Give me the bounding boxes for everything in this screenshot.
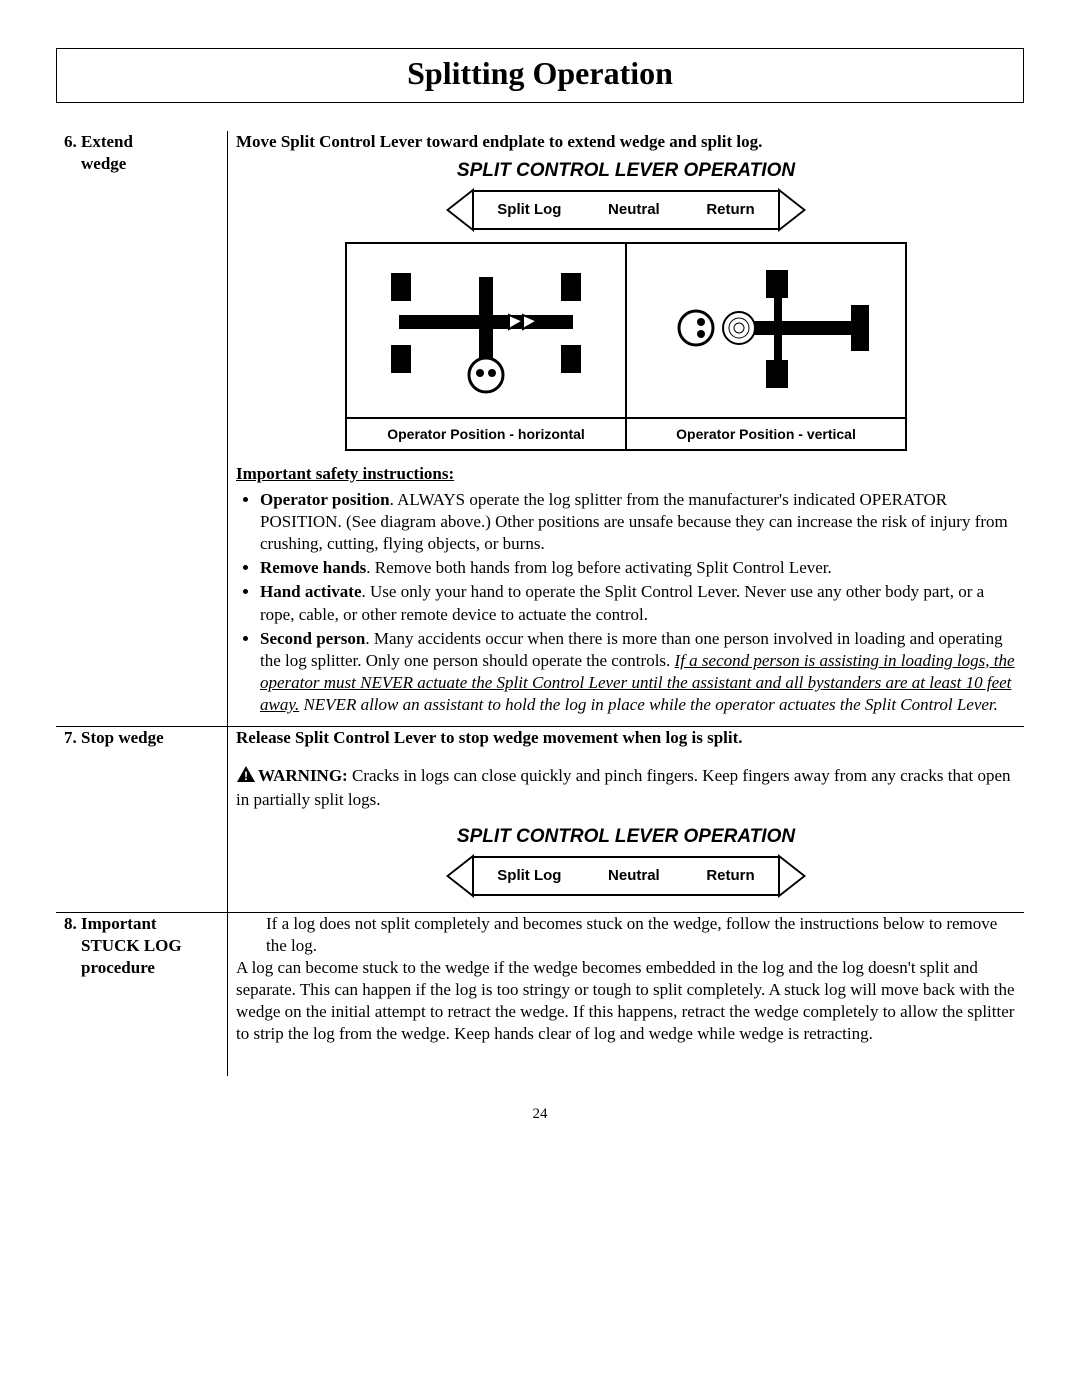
step8-body: If a log does not split completely and b… [228,912,1025,1075]
safety-heading: Important safety instructions: [236,463,1016,485]
safety-item-second-person: Second person. Many accidents occur when… [260,628,1016,716]
safety-item-operator-position: Operator position. ALWAYS operate the lo… [260,489,1016,555]
page-title: Splitting Operation [57,55,1023,92]
safety-item-hand-activate: Hand activate. Use only your hand to ope… [260,581,1016,625]
step7-lead: Release Split Control Lever to stop wedg… [236,727,1016,749]
page-title-box: Splitting Operation [56,48,1024,103]
operator-horizontal-figure [346,243,626,418]
arrow-left-icon [446,188,474,232]
arrow-right-icon [778,188,806,232]
lever-left-label: Split Log [491,866,567,886]
operator-vertical-figure [626,243,906,418]
warning-icon: ! [236,765,256,789]
operator-position-diagrams: Operator Position - horizontal Operator … [345,242,907,451]
step8-para1: If a log does not split completely and b… [236,913,1016,957]
step7-warning: ! WARNING: Cracks in logs can close quic… [236,765,1016,811]
lever-diagram-bottom: SPLIT CONTROL LEVER OPERATION Split Log … [411,825,841,898]
operator-vertical-label: Operator Position - vertical [626,418,906,450]
lever-center-label: Neutral [602,866,666,886]
lever-diagram-title: SPLIT CONTROL LEVER OPERATION [411,159,841,184]
step6-lead: Move Split Control Lever toward endplate… [236,131,1016,153]
lever-right-label: Return [700,866,760,886]
step8-para2: A log can become stuck to the wedge if t… [236,957,1016,1045]
lever-center-label: Neutral [602,200,666,220]
lever-arrow-2: Split Log Neutral Return [446,854,806,898]
lever-diagram-top: SPLIT CONTROL LEVER OPERATION Split Log … [411,159,841,232]
lever-right-label: Return [700,200,760,220]
step7-body: Release Split Control Lever to stop wedg… [228,727,1025,913]
arrow-left-icon [446,854,474,898]
step6-body: Move Split Control Lever toward endplate… [228,131,1025,727]
lever-arrow: Split Log Neutral Return [446,188,806,232]
arrow-right-icon [778,854,806,898]
operator-horizontal-label: Operator Position - horizontal [346,418,626,450]
lever-left-label: Split Log [491,200,567,220]
step6-label: 6. Extend wedge [56,131,228,727]
step7-label: 7. Stop wedge [56,727,228,913]
warning-label: WARNING: [258,766,348,785]
lever-diagram-title-2: SPLIT CONTROL LEVER OPERATION [411,825,841,850]
step8-label: 8. Important STUCK LOG procedure [56,912,228,1075]
svg-text:!: ! [244,769,248,783]
safety-item-remove-hands: Remove hands. Remove both hands from log… [260,557,1016,579]
page-number: 24 [56,1106,1024,1123]
steps-table: 6. Extend wedge Move Split Control Lever… [56,131,1024,1076]
safety-list: Operator position. ALWAYS operate the lo… [260,489,1016,716]
